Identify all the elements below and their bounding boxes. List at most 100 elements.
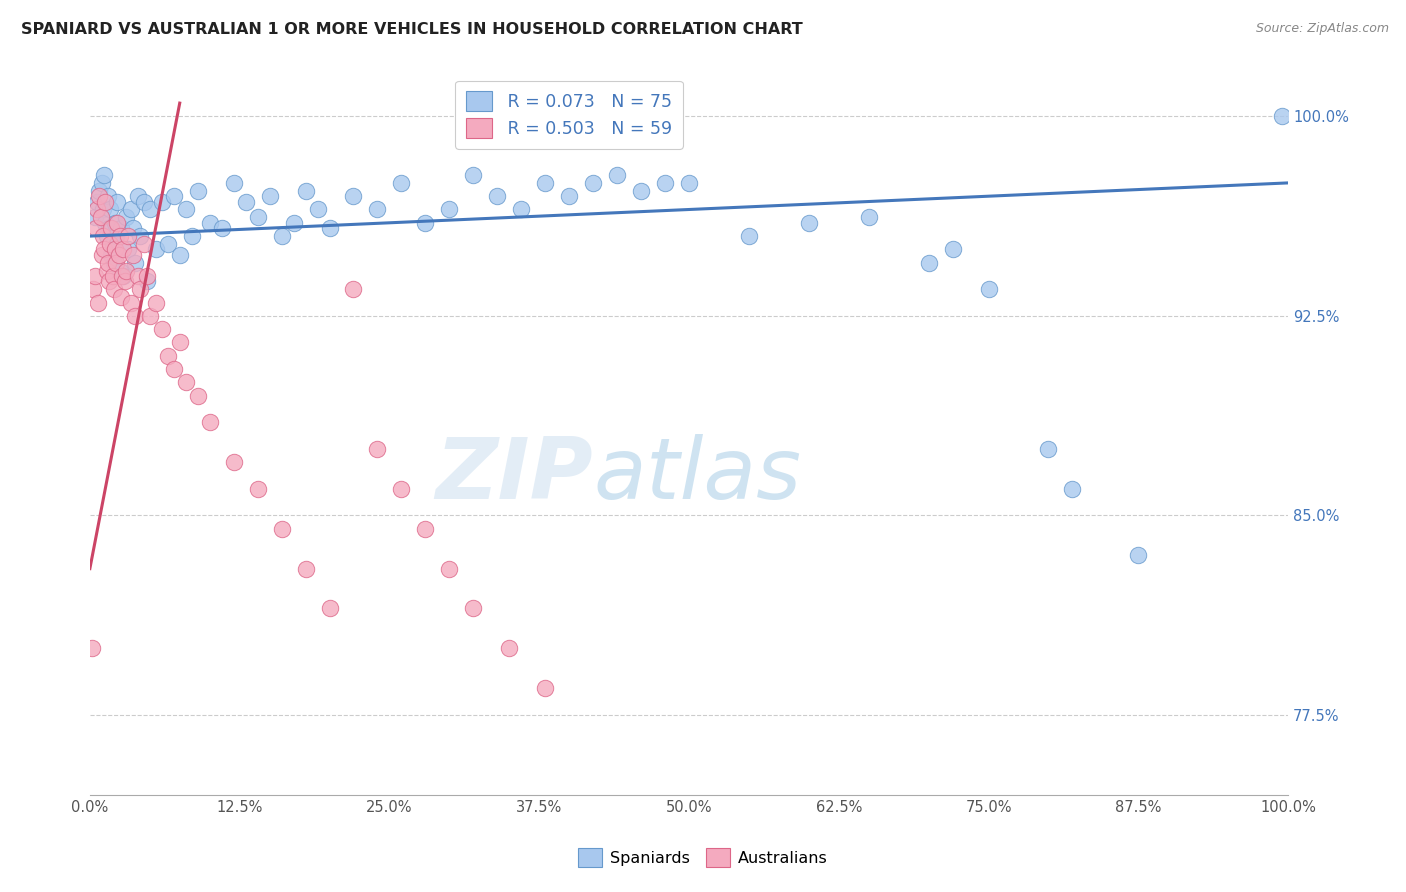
Point <box>122 248 145 262</box>
Point <box>1271 109 1294 123</box>
Point <box>169 335 191 350</box>
Point <box>112 268 135 283</box>
Point <box>139 309 162 323</box>
Point <box>977 282 1000 296</box>
Point <box>86 202 108 217</box>
Point <box>174 202 197 217</box>
Point <box>389 482 412 496</box>
Point <box>1128 549 1150 563</box>
Point <box>103 256 125 270</box>
Point <box>98 221 121 235</box>
Point <box>93 243 115 257</box>
Point <box>94 194 117 209</box>
Point <box>100 248 122 262</box>
Point <box>101 268 124 283</box>
Point <box>108 229 131 244</box>
Point <box>510 202 533 217</box>
Point <box>105 256 128 270</box>
Point <box>342 282 364 296</box>
Point <box>738 229 761 244</box>
Point <box>439 202 461 217</box>
Point <box>180 229 202 244</box>
Point <box>136 274 159 288</box>
Point <box>163 189 186 203</box>
Point <box>101 237 124 252</box>
Point <box>211 221 233 235</box>
Point <box>1038 442 1060 456</box>
Point <box>858 211 880 225</box>
Point <box>129 229 152 244</box>
Point <box>654 176 676 190</box>
Point <box>187 184 209 198</box>
Point <box>114 263 136 277</box>
Point <box>98 202 121 217</box>
Point <box>187 389 209 403</box>
Point <box>117 229 139 244</box>
Point <box>86 194 108 209</box>
Point <box>82 641 104 656</box>
Point <box>415 216 437 230</box>
Point <box>486 189 509 203</box>
Point <box>259 189 281 203</box>
Point <box>156 237 179 252</box>
Point <box>318 601 340 615</box>
Point <box>90 211 112 225</box>
Legend: Spaniards, Australians: Spaniards, Australians <box>572 842 834 873</box>
Point <box>389 176 412 190</box>
Point <box>129 282 152 296</box>
Point <box>107 248 129 262</box>
Point <box>246 211 269 225</box>
Point <box>98 274 121 288</box>
Point <box>222 176 245 190</box>
Point <box>270 229 292 244</box>
Point <box>94 216 117 230</box>
Point <box>342 189 364 203</box>
Point <box>84 221 107 235</box>
Legend:  R = 0.073   N = 75,  R = 0.503   N = 59: R = 0.073 N = 75, R = 0.503 N = 59 <box>456 81 683 149</box>
Point <box>132 237 155 252</box>
Point <box>246 482 269 496</box>
Point <box>105 229 128 244</box>
Point <box>150 194 173 209</box>
Point <box>90 176 112 190</box>
Point <box>558 189 581 203</box>
Point <box>127 268 149 283</box>
Point <box>89 184 111 198</box>
Point <box>630 184 652 198</box>
Point <box>87 295 110 310</box>
Text: atlas: atlas <box>593 434 801 516</box>
Point <box>294 561 316 575</box>
Text: Source: ZipAtlas.com: Source: ZipAtlas.com <box>1256 22 1389 36</box>
Point <box>96 229 118 244</box>
Point <box>163 362 186 376</box>
Point <box>93 168 115 182</box>
Point <box>169 248 191 262</box>
Text: SPANIARD VS AUSTRALIAN 1 OR MORE VEHICLES IN HOUSEHOLD CORRELATION CHART: SPANIARD VS AUSTRALIAN 1 OR MORE VEHICLE… <box>21 22 803 37</box>
Point <box>150 322 173 336</box>
Point <box>917 256 939 270</box>
Point <box>104 216 127 230</box>
Point <box>145 243 167 257</box>
Point <box>97 189 120 203</box>
Point <box>108 263 131 277</box>
Point <box>132 194 155 209</box>
Point <box>606 168 628 182</box>
Point <box>124 256 146 270</box>
Point <box>83 268 105 283</box>
Point <box>582 176 605 190</box>
Point <box>942 243 965 257</box>
Point <box>235 194 257 209</box>
Point <box>120 295 142 310</box>
Point <box>127 189 149 203</box>
Point <box>98 237 121 252</box>
Point <box>100 221 122 235</box>
Point <box>90 248 112 262</box>
Point <box>270 522 292 536</box>
Point <box>145 295 167 310</box>
Point <box>124 309 146 323</box>
Point <box>463 168 485 182</box>
Text: ZIP: ZIP <box>436 434 593 516</box>
Point <box>415 522 437 536</box>
Point <box>307 202 329 217</box>
Point <box>96 263 118 277</box>
